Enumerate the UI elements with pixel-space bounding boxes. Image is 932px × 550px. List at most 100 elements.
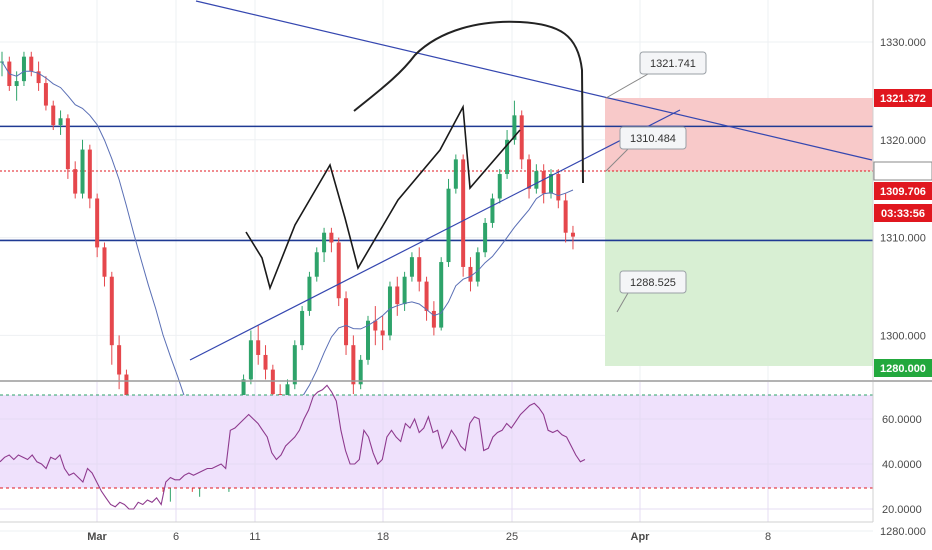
candle — [439, 257, 444, 331]
candle — [21, 51, 26, 87]
candle — [73, 161, 78, 199]
svg-text:1309.706: 1309.706 — [880, 186, 926, 198]
candle — [95, 193, 100, 258]
price-tick-label: 1310.000 — [880, 233, 926, 245]
time-tick-label: 11 — [249, 531, 260, 543]
candle — [497, 169, 502, 204]
candle — [263, 345, 268, 380]
candle — [314, 247, 319, 282]
rsi-gridlines — [0, 382, 873, 522]
time-tick-label: 6 — [173, 531, 179, 543]
candle — [351, 335, 356, 395]
drawn-arc[interactable] — [353, 20, 584, 184]
candle — [248, 330, 253, 385]
candle — [417, 247, 422, 292]
rsi-axis[interactable]: 20.0000 40.0000 60.0000 — [872, 382, 932, 522]
rsi-tick-label: 40.0000 — [882, 459, 922, 471]
svg-text:1310.061: 1310.061 — [880, 166, 926, 178]
candle — [80, 139, 85, 199]
price-tag: 1309.706 — [874, 182, 932, 200]
candle — [505, 130, 510, 179]
callout-box[interactable]: 1321.741 — [605, 51, 707, 99]
candle — [36, 61, 41, 91]
svg-text:1321.372: 1321.372 — [880, 93, 926, 105]
time-tick-label: 18 — [377, 531, 389, 543]
candle — [358, 354, 363, 390]
candle — [409, 252, 414, 282]
rsi-band — [0, 395, 873, 488]
candle — [527, 154, 532, 199]
price-tag: 1280.000 — [874, 359, 932, 377]
candle — [307, 271, 312, 316]
price-tick-label: 1320.000 — [880, 135, 926, 147]
price-tick-label: 1280.000 — [880, 526, 926, 538]
candle — [461, 154, 466, 277]
candle — [366, 315, 370, 365]
candle — [65, 114, 70, 179]
candle — [570, 225, 575, 250]
candle — [380, 315, 385, 351]
callout-label: 1288.525 — [630, 277, 676, 289]
candle — [87, 144, 92, 209]
time-tick-label: Mar — [87, 531, 107, 543]
candle — [109, 271, 114, 365]
time-tick-label: Apr — [631, 531, 651, 543]
svg-text:03:33:56: 03:33:56 — [881, 208, 925, 220]
candle — [344, 291, 349, 355]
drawn-zigzag[interactable] — [245, 104, 521, 291]
candle — [322, 227, 327, 263]
candle — [58, 110, 63, 135]
candle — [483, 218, 488, 258]
candle — [102, 242, 107, 287]
candle — [475, 247, 480, 287]
candle — [292, 340, 297, 390]
candle — [549, 169, 553, 199]
time-axis[interactable]: Mar 6 11 18 25 Apr 8 — [0, 521, 873, 543]
candle — [519, 110, 524, 170]
candle — [424, 276, 429, 321]
candle — [431, 301, 436, 336]
callout-box[interactable]: 1288.525 — [616, 270, 687, 313]
time-tick-label: 8 — [765, 531, 771, 543]
callouts: 1321.741 1310.484 1288.525 — [605, 51, 707, 313]
candle — [395, 276, 400, 316]
callout-label: 1310.484 — [630, 133, 676, 145]
candle — [453, 154, 458, 194]
candle — [43, 76, 48, 111]
callout-label: 1321.741 — [650, 58, 696, 70]
candle — [51, 100, 56, 131]
candle — [336, 237, 341, 307]
candle — [534, 164, 539, 194]
reward-zone — [605, 171, 873, 366]
price-tick-label: 1330.000 — [880, 37, 926, 49]
svg-text:1280.000: 1280.000 — [880, 363, 926, 375]
candle — [402, 271, 407, 311]
candle — [300, 306, 305, 351]
candle — [556, 169, 561, 209]
rsi-pane — [0, 382, 873, 522]
time-tick-label: 25 — [506, 531, 518, 543]
price-axis[interactable]: 1280.0001290.0001300.0001310.0001320.000… — [872, 0, 932, 538]
price-tick-label: 1300.000 — [880, 330, 926, 342]
ascending-trendline[interactable] — [189, 109, 681, 361]
candle — [468, 257, 473, 292]
price-tag: 03:33:56 — [874, 204, 932, 222]
price-tag: 1321.372 — [874, 89, 932, 107]
rsi-tick-label: 60.0000 — [882, 414, 922, 426]
candle — [490, 193, 495, 228]
descending-trendline[interactable] — [195, 0, 873, 161]
rsi-line — [0, 384, 586, 510]
candle — [117, 335, 122, 390]
candle — [563, 193, 568, 243]
candle — [373, 306, 378, 346]
price-pane: 1321.741 1310.484 1288.525 — [0, 0, 873, 532]
price-tag: 1310.061 — [873, 161, 932, 181]
rsi-tick-label: 20.0000 — [882, 504, 922, 516]
candle — [329, 227, 334, 253]
candle — [541, 164, 546, 204]
candle — [256, 325, 261, 365]
callout-box[interactable]: 1310.484 — [605, 126, 687, 172]
candle — [387, 281, 392, 341]
candle — [446, 178, 451, 267]
